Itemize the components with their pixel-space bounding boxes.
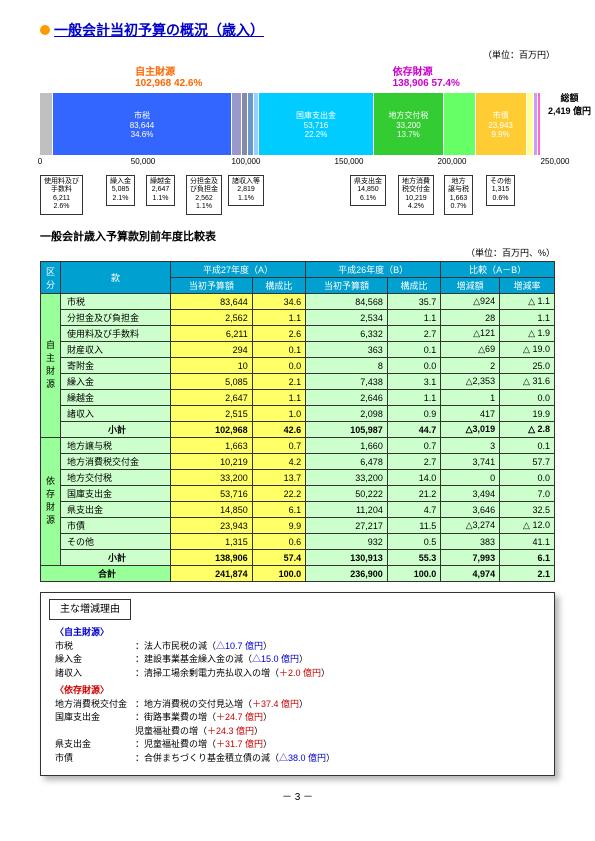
page-title: 一般会計当初予算の概況（歳入） bbox=[54, 20, 264, 40]
total-label: 総額2,419 億円 bbox=[548, 91, 591, 117]
x-axis: 050,000100,000150,000200,000250,000 bbox=[40, 157, 555, 169]
jishu-header: 自主財源 102,968 42.6% bbox=[135, 63, 202, 89]
reasons-jishu: 〈自主財源〉 市税：法人市民税の減（△10.7 億円）繰入金：建設事業基金繰入金… bbox=[55, 626, 540, 680]
callouts: 使用料及び手数料6,2112.6%繰入金5,0852.1%繰越金2,6471.1… bbox=[40, 171, 555, 231]
th-h27: 平成27年度（A） bbox=[171, 262, 306, 278]
stacked-bar-chart: 自主財源 102,968 42.6% 依存財源 138,906 57.4% 市税… bbox=[40, 63, 555, 218]
reasons-title: 主な増減理由 bbox=[49, 599, 131, 620]
th-ko: 款 bbox=[61, 262, 171, 294]
comparison-table: 区分 款 平成27年度（A） 平成26年度（B） 比較（A－B） 当初予算額 構… bbox=[40, 261, 555, 582]
izon-header: 依存財源 138,906 57.4% bbox=[393, 63, 460, 89]
th-kubun: 区分 bbox=[41, 262, 61, 294]
table-unit: （単位：百万円、%） bbox=[40, 246, 555, 259]
reasons-izon: 〈依存財源〉 地方消費税交付金：地方消費税の交付見込増（＋37.4 億円）国庫支… bbox=[55, 684, 540, 765]
chart-top-labels: 自主財源 102,968 42.6% 依存財源 138,906 57.4% bbox=[40, 63, 555, 89]
page-title-row: 一般会計当初予算の概況（歳入） bbox=[40, 20, 555, 40]
page-number: － 3 － bbox=[40, 788, 555, 803]
chart-unit: （単位：百万円） bbox=[40, 48, 555, 61]
th-h26: 平成26年度（B） bbox=[306, 262, 441, 278]
bar-container: 市税83,64434.6%国庫支出金53,71622.2%地方交付税33,200… bbox=[40, 93, 555, 155]
th-hikaku: 比較（A－B） bbox=[441, 262, 555, 278]
reasons-box: 主な増減理由 〈自主財源〉 市税：法人市民税の減（△10.7 億円）繰入金：建設… bbox=[40, 592, 555, 776]
bullet-icon bbox=[40, 25, 50, 35]
